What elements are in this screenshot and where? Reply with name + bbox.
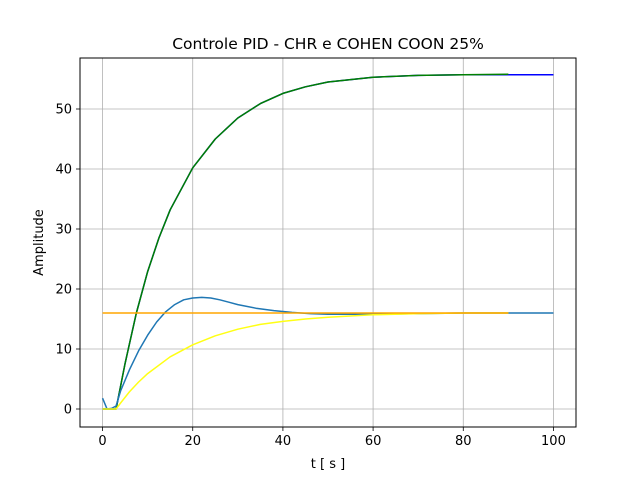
- x-tick-label: 20: [184, 434, 201, 449]
- y-tick-label: 0: [64, 403, 72, 418]
- series-line-4: [102, 312, 509, 410]
- y-axis-label: Amplitude: [32, 209, 47, 276]
- chart-title: Controle PID - CHR e COHEN COON 25%: [172, 35, 484, 53]
- axes-frame: [79, 57, 577, 428]
- series-line-2: [102, 73, 509, 410]
- x-axis-ticks: 0 20 40 60 80 100: [98, 427, 566, 449]
- y-axis-ticks: 0 10 20 30 40 50: [55, 103, 80, 418]
- y-tick-label: 50: [55, 103, 72, 118]
- x-axis-label: t [ s ]: [311, 457, 345, 472]
- x-tick-label: 60: [365, 434, 382, 449]
- y-tick-label: 40: [55, 163, 72, 178]
- series-line-3: [101, 296, 554, 410]
- plot-area: [101, 73, 554, 410]
- y-tick-label: 30: [55, 223, 72, 238]
- x-tick-label: 0: [98, 434, 106, 449]
- x-tick-label: 100: [541, 434, 566, 449]
- x-tick-label: 40: [275, 434, 292, 449]
- y-tick-label: 20: [55, 283, 72, 298]
- y-tick-label: 10: [55, 343, 72, 358]
- x-tick-label: 80: [455, 434, 472, 449]
- grid-lines: [80, 58, 576, 427]
- series-line-1: [102, 74, 554, 410]
